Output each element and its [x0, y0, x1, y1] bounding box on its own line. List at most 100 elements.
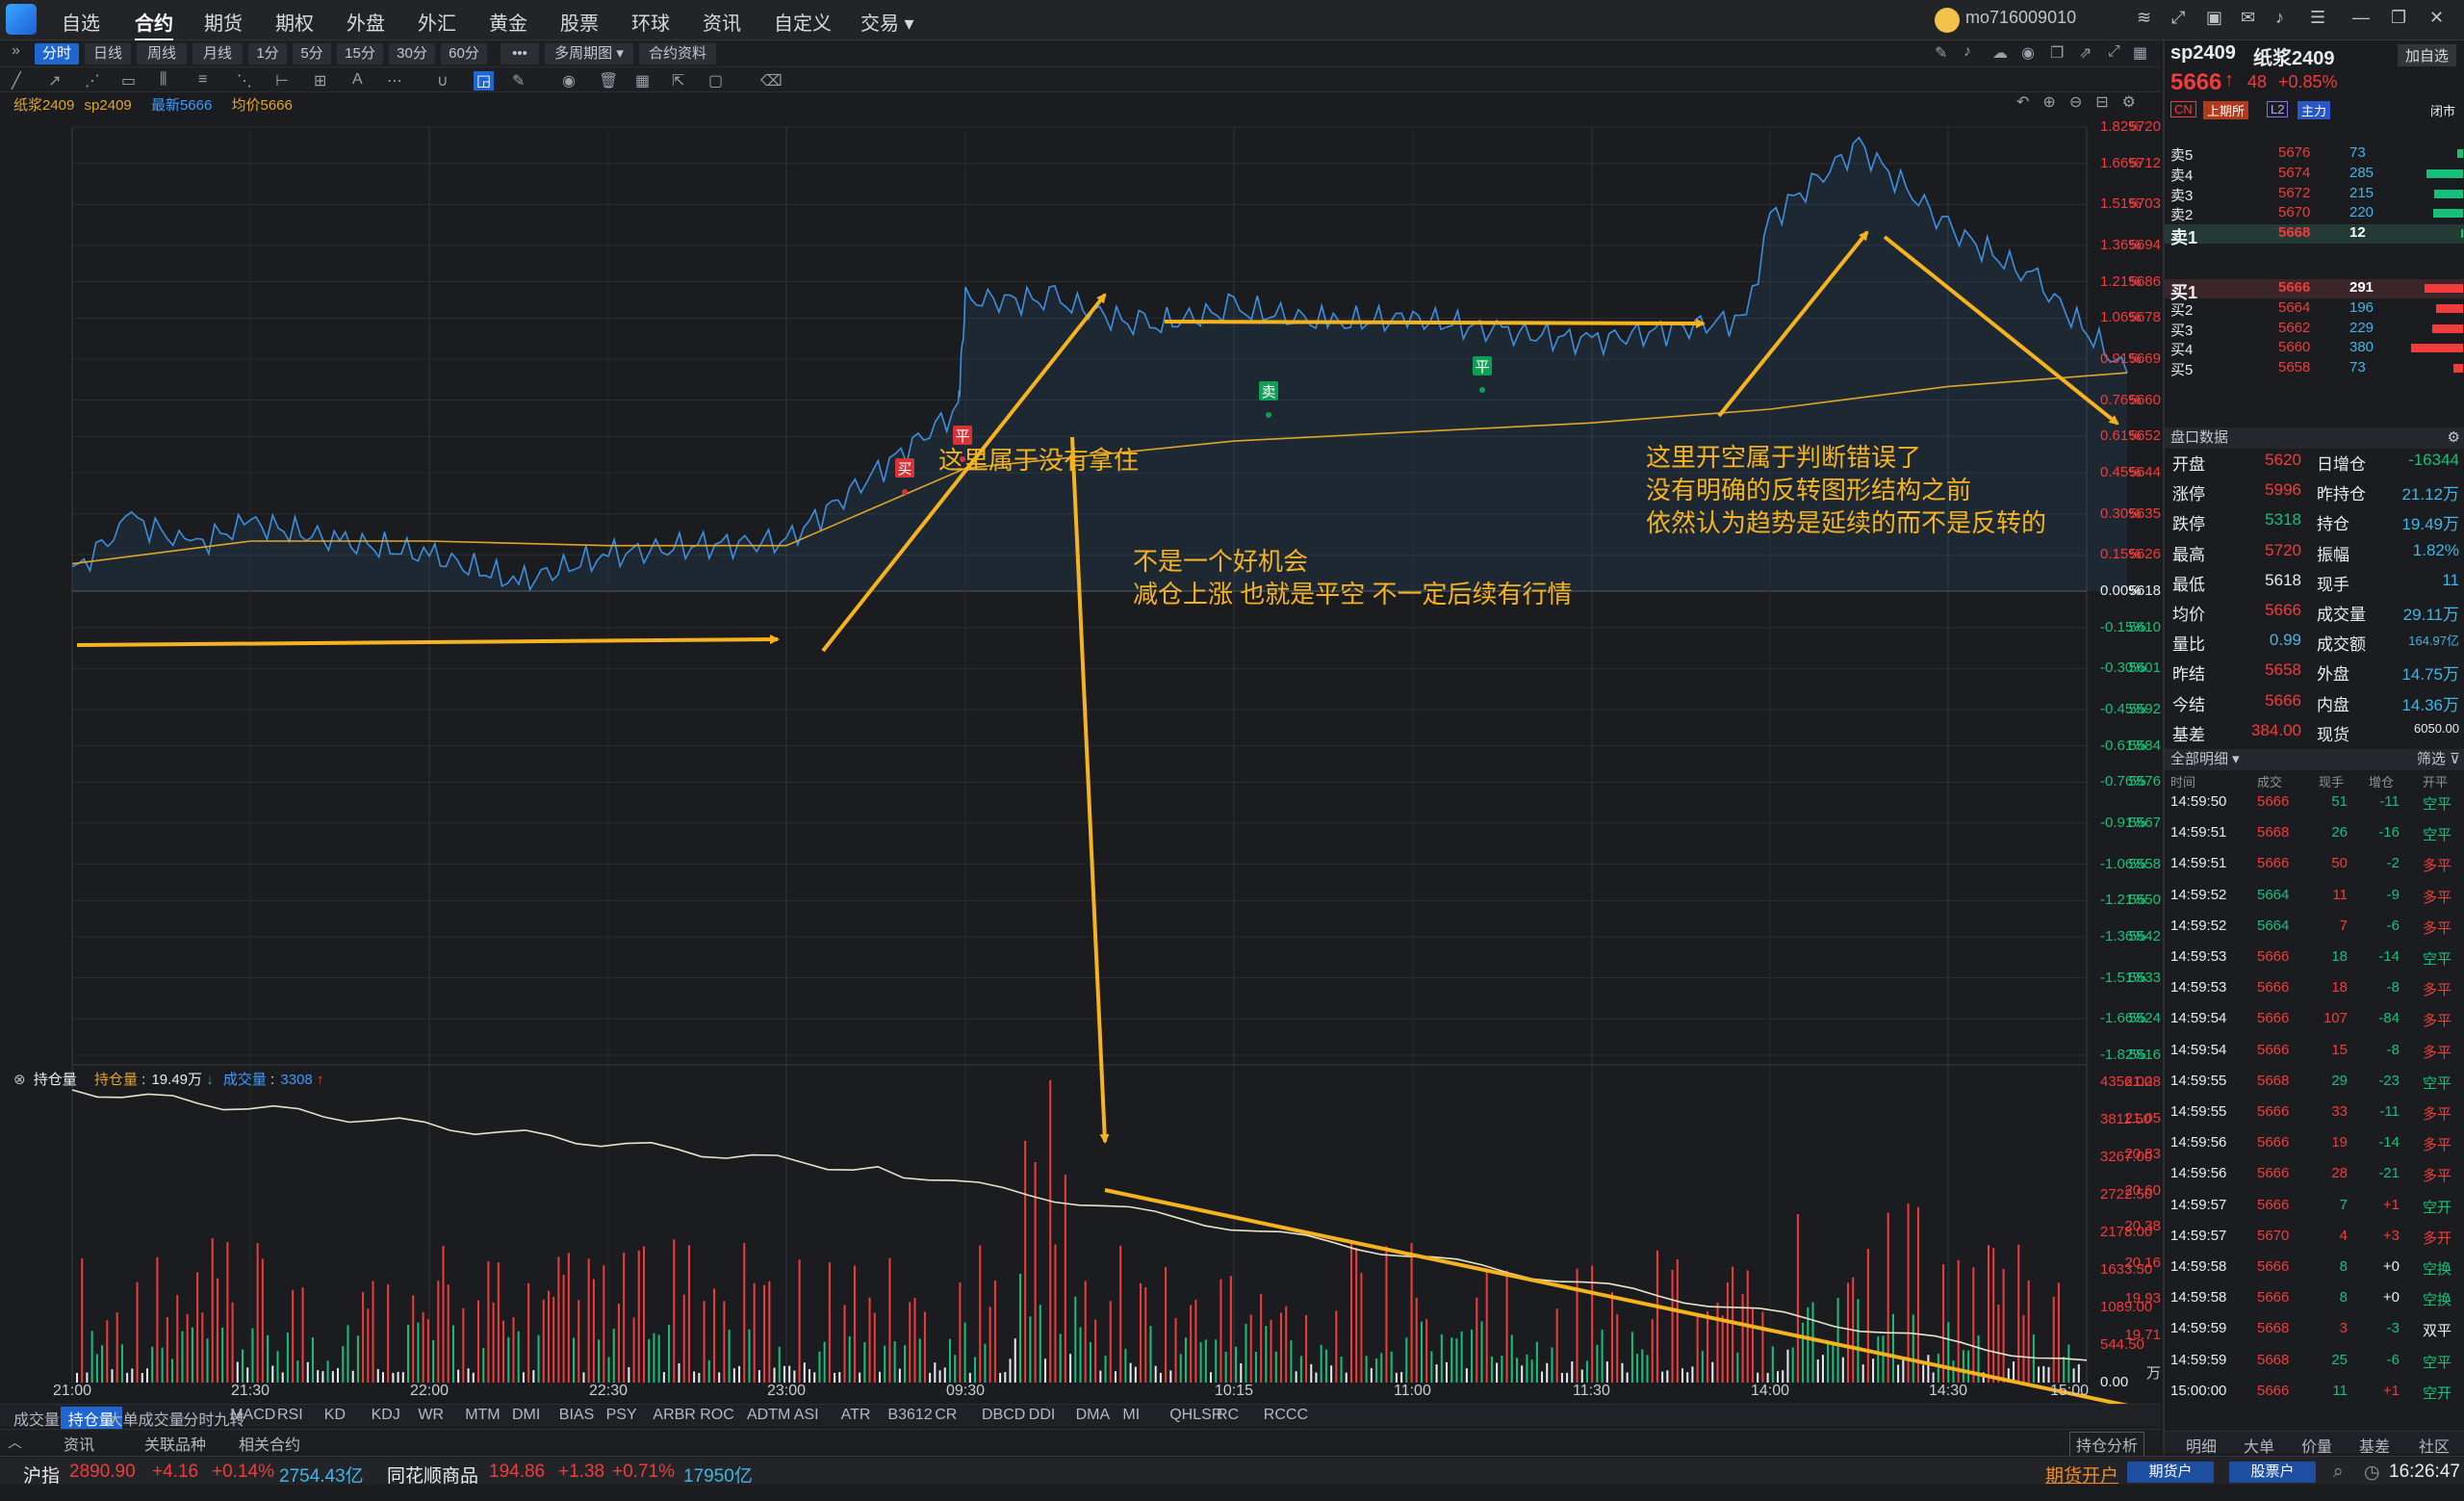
indicator-tab-1[interactable]: 持仓量 — [60, 1407, 122, 1430]
channel-tool-icon[interactable]: ⋰ — [85, 73, 100, 90]
collapse-up-icon[interactable]: ︿ — [8, 1435, 23, 1451]
indicator-tab-24[interactable]: QHLSR — [1169, 1407, 1223, 1423]
stock-account-button[interactable]: 股票户 — [2229, 1462, 2316, 1483]
search-icon[interactable]: ⌕ — [2333, 1462, 2344, 1482]
magnet-icon[interactable]: ∪ — [437, 73, 449, 90]
tab-detail[interactable]: 明细 — [2186, 1439, 2218, 1456]
indicator-tab-25[interactable]: RC — [1217, 1407, 1240, 1423]
close-panel-icon[interactable]: ⊗ — [13, 1072, 26, 1088]
image-icon[interactable]: ▣ — [2206, 8, 2223, 27]
collapse-icon[interactable]: » — [12, 42, 20, 59]
mail-icon[interactable]: ✉ — [2241, 8, 2256, 27]
period-week[interactable]: 周线 — [137, 43, 187, 65]
more-tools-icon[interactable]: ⋯ — [387, 73, 402, 90]
indicator-tab-22[interactable]: DMA — [1075, 1407, 1111, 1423]
tab-big-orders[interactable]: 大单 — [2244, 1439, 2275, 1456]
contract-info-button[interactable]: 合约资料 — [639, 43, 716, 65]
line-tool-icon[interactable]: ╱ — [12, 73, 21, 90]
add-watchlist-button[interactable]: 加自选 — [2398, 44, 2457, 66]
orderbook-row-bid-0[interactable]: 买1 5666 291 — [2165, 279, 2464, 302]
subtab-related-products[interactable]: 关联品种 — [144, 1437, 207, 1454]
indicator-tab-21[interactable]: DDI — [1028, 1407, 1056, 1423]
pen-icon[interactable]: ✎ — [512, 73, 526, 90]
eraser-icon[interactable]: ⌫ — [760, 73, 783, 90]
bell-icon[interactable]: ♪ — [2275, 8, 2284, 27]
indicator-tab-16[interactable]: ASI — [793, 1407, 819, 1423]
trade-marker-2[interactable]: 卖 — [1259, 381, 1278, 418]
menu-item-3[interactable]: 期权 — [275, 13, 314, 35]
username[interactable]: mo716009010 — [1965, 8, 2077, 27]
eye-icon[interactable]: ◉ — [562, 73, 576, 90]
menu-item-0[interactable]: 自选 — [62, 13, 100, 35]
menu-item-6[interactable]: 黄金 — [489, 13, 527, 35]
trash-icon[interactable]: 🗑 — [599, 73, 619, 90]
menu-item-1[interactable]: 合约 — [135, 8, 173, 41]
period-60m[interactable]: 60分 — [441, 43, 487, 65]
indicator-tab-2[interactable]: 大单成交量 — [107, 1412, 185, 1429]
tab-community[interactable]: 社区 — [2419, 1439, 2451, 1456]
indicator-tab-18[interactable]: B3612 — [887, 1407, 933, 1423]
orderbook-row-bid-2[interactable]: 买3 5662 229 — [2165, 320, 2464, 339]
indicator-tab-9[interactable]: MTM — [465, 1407, 500, 1423]
trade-marker-1[interactable]: 平 — [953, 426, 972, 462]
indicator-tab-7[interactable]: KDJ — [371, 1407, 400, 1423]
share-icon[interactable]: ⇗ — [2079, 45, 2092, 62]
trade-marker-3[interactable]: 平 — [1473, 356, 1492, 393]
orderbook-row-ask-2[interactable]: 卖3 5672 215 — [2165, 185, 2464, 204]
tab-price-volume[interactable]: 价量 — [2301, 1439, 2333, 1456]
period-day[interactable]: 日线 — [85, 43, 131, 65]
orderbook-row-ask-1[interactable]: 卖4 5674 285 — [2165, 165, 2464, 184]
menu-item-trade[interactable]: 交易 ▾ — [860, 13, 914, 35]
orderbook-row-bid-3[interactable]: 买4 5660 380 — [2165, 339, 2464, 358]
layout-icon[interactable]: ▦ — [635, 73, 651, 90]
indicator-tab-12[interactable]: PSY — [605, 1407, 637, 1423]
index1-name[interactable]: 沪指 — [23, 1466, 61, 1487]
index2-name[interactable]: 同花顺商品 — [387, 1466, 479, 1487]
indicator-tab-13[interactable]: ARBR — [653, 1407, 696, 1423]
measure-tool-icon[interactable]: ⊞ — [314, 73, 327, 90]
range-tool-icon[interactable]: ⊢ — [275, 73, 289, 90]
indicator-tab-3[interactable]: 分时九转 — [183, 1412, 245, 1429]
alert-icon[interactable]: ♪ — [1964, 43, 1971, 60]
orderbook-row-bid-1[interactable]: 买2 5664 196 — [2165, 299, 2464, 319]
menu-item-9[interactable]: 资讯 — [703, 13, 741, 35]
camera-icon[interactable]: ◉ — [2021, 45, 2035, 62]
fan-tool-icon[interactable]: ⋱ — [237, 73, 252, 90]
indicator-tab-26[interactable]: RCCC — [1263, 1407, 1309, 1423]
orderbook-row-ask-3[interactable]: 卖2 5670 220 — [2165, 204, 2464, 223]
avatar[interactable] — [1935, 8, 1960, 33]
period-15m[interactable]: 15分 — [337, 43, 383, 65]
ray-tool-icon[interactable]: ↗ — [48, 73, 62, 90]
indicator-tab-6[interactable]: KD — [323, 1407, 346, 1423]
orderbook-row-ask-4[interactable]: 卖1 5668 12 — [2165, 224, 2464, 247]
period-month[interactable]: 月线 — [192, 43, 243, 65]
menu-item-7[interactable]: 股票 — [560, 13, 599, 35]
indicator-tab-19[interactable]: CR — [935, 1407, 958, 1423]
filter-button[interactable]: 筛选 ⊽ — [2416, 751, 2460, 767]
cloud-icon[interactable]: ☁ — [1992, 45, 2008, 62]
menu-item-5[interactable]: 外汇 — [418, 13, 456, 35]
indicator-tab-10[interactable]: DMI — [512, 1407, 541, 1423]
indicator-tab-14[interactable]: ROC — [700, 1407, 734, 1423]
indicator-tab-17[interactable]: ATR — [840, 1407, 871, 1423]
menu-item-10[interactable]: 自定义 — [774, 13, 832, 35]
orderbook-row-ask-0[interactable]: 卖5 5676 73 — [2165, 144, 2464, 164]
tab-basis[interactable]: 基差 — [2359, 1439, 2391, 1456]
trade-marker-0[interactable]: 买 — [895, 458, 914, 495]
menu-item-4[interactable]: 外盘 — [346, 13, 385, 35]
draw-icon[interactable]: ✎ — [1935, 45, 1948, 62]
chart-controls[interactable]: ↶⊕⊖⊟⚙ — [2016, 94, 2149, 111]
fullscreen-icon[interactable]: ⤢ — [2171, 8, 2186, 27]
subtab-news[interactable]: 资讯 — [64, 1437, 95, 1454]
indicator-tab-4[interactable]: MACD — [230, 1407, 276, 1423]
menu-item-8[interactable]: 环球 — [631, 13, 670, 35]
comment-icon[interactable]: ▢ — [708, 73, 724, 90]
subtab-related-contracts[interactable]: 相关合约 — [239, 1437, 301, 1454]
detail-title[interactable]: 全部明细 ▾ 筛选 ⊽ — [2165, 749, 2464, 770]
indicator-tab-11[interactable]: BIAS — [558, 1407, 595, 1423]
export-icon[interactable]: ⇱ — [672, 73, 685, 90]
text-tool-icon[interactable]: A — [352, 71, 363, 88]
lock-draw-icon[interactable]: ◲ — [474, 71, 495, 91]
close-icon[interactable]: ✕ — [2429, 8, 2445, 27]
expand-icon[interactable]: ⤢ — [2108, 43, 2120, 60]
